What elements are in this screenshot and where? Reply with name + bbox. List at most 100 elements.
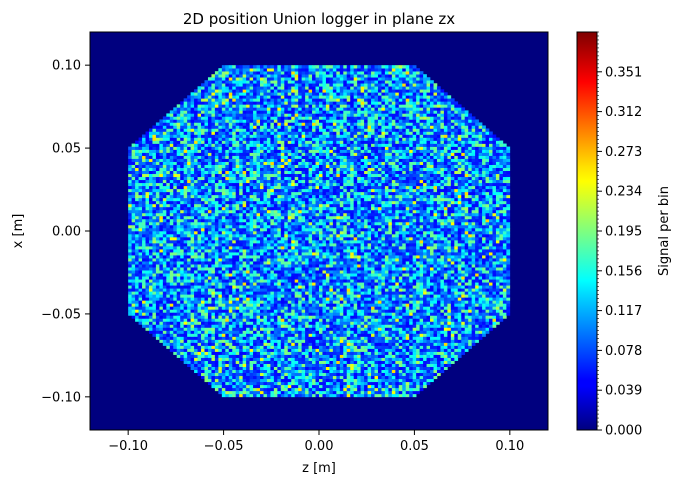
heatmap-cell	[135, 206, 139, 211]
heatmap-cell	[242, 200, 247, 205]
heatmap-cell	[270, 185, 275, 190]
heatmap-cell	[180, 333, 184, 337]
heatmap-cell	[298, 125, 302, 129]
heatmap-cell	[266, 98, 271, 102]
heatmap-cell	[280, 330, 285, 334]
heatmap-cell	[270, 276, 275, 280]
heatmap-cell	[270, 161, 275, 165]
heatmap-cell	[305, 258, 309, 262]
heatmap-cell	[280, 321, 285, 325]
heatmap-cell	[263, 65, 268, 69]
heatmap-cell	[225, 300, 230, 304]
heatmap-cell	[235, 351, 240, 355]
heatmap-cell	[249, 101, 254, 105]
heatmap-cell	[173, 249, 178, 253]
heatmap-cell	[221, 303, 226, 307]
heatmap-cell	[249, 348, 254, 352]
heatmap-cell	[204, 167, 209, 171]
heatmap-cell	[301, 71, 306, 75]
heatmap-cell	[249, 258, 254, 262]
heatmap-cell	[273, 188, 278, 193]
heatmap-cell	[277, 77, 282, 81]
heatmap-cell	[246, 92, 250, 96]
heatmap-cell	[246, 255, 250, 259]
heatmap-cell	[287, 89, 292, 93]
heatmap-cell	[301, 315, 306, 319]
heatmap-cell	[148, 231, 153, 235]
heatmap-cell	[280, 140, 285, 144]
heatmap-cell	[218, 200, 223, 205]
heatmap-cell	[308, 372, 313, 377]
heatmap-cell	[246, 273, 250, 277]
heatmap-cell	[301, 300, 306, 304]
heatmap-cell	[280, 161, 285, 165]
heatmap-cell	[305, 381, 309, 386]
heatmap-cell	[235, 71, 240, 75]
heatmap-cell	[135, 294, 139, 298]
heatmap-cell	[197, 351, 202, 355]
heatmap-cell	[176, 255, 181, 259]
heatmap-cell	[187, 104, 191, 108]
heatmap-cell	[301, 194, 306, 199]
heatmap-cell	[266, 224, 271, 229]
heatmap-cell	[207, 206, 212, 211]
heatmap-cell	[287, 188, 292, 193]
heatmap-cell	[194, 270, 198, 274]
heatmap-cell	[260, 188, 264, 193]
heatmap-cell	[287, 212, 292, 217]
heatmap-cell	[256, 246, 261, 250]
heatmap-cell	[187, 363, 191, 367]
heatmap-cell	[183, 240, 188, 244]
heatmap-cell	[152, 185, 157, 190]
heatmap-cell	[128, 167, 132, 171]
heatmap-cell	[142, 297, 146, 301]
heatmap-cell	[190, 143, 195, 147]
heatmap-cell	[190, 312, 195, 316]
heatmap-cell	[148, 303, 153, 307]
heatmap-cell	[253, 363, 257, 367]
heatmap-cell	[284, 86, 289, 90]
heatmap-cell	[287, 164, 292, 168]
heatmap-cell	[221, 321, 226, 325]
heatmap-cell	[298, 206, 302, 211]
heatmap-cell	[197, 194, 202, 199]
heatmap-cell	[176, 312, 181, 316]
heatmap-cell	[266, 95, 271, 99]
heatmap-cell	[301, 131, 306, 135]
heatmap-cell	[173, 152, 178, 156]
heatmap-cell	[211, 351, 216, 355]
heatmap-cell	[228, 360, 233, 364]
heatmap-cell	[155, 179, 160, 184]
heatmap-cell	[180, 182, 184, 187]
heatmap-cell	[142, 227, 146, 232]
heatmap-cell	[138, 185, 143, 190]
heatmap-cell	[242, 68, 247, 72]
heatmap-cell	[214, 71, 219, 75]
heatmap-cell	[207, 282, 212, 286]
heatmap-cell	[263, 279, 268, 283]
heatmap-cell	[305, 270, 309, 274]
heatmap-cell	[162, 149, 167, 153]
heatmap-cell	[301, 74, 306, 78]
heatmap-cell	[221, 146, 226, 150]
heatmap-cell	[263, 131, 268, 135]
heatmap-cell	[260, 363, 264, 367]
heatmap-cell	[190, 297, 195, 301]
heatmap-cell	[142, 137, 146, 141]
heatmap-cell	[298, 252, 302, 256]
heatmap-cell	[284, 261, 289, 265]
heatmap-cell	[273, 95, 278, 99]
heatmap-cell	[201, 185, 205, 190]
heatmap-cell	[280, 197, 285, 202]
heatmap-cell	[225, 92, 230, 96]
heatmap-cell	[176, 336, 181, 340]
heatmap-cell	[142, 321, 146, 325]
heatmap-cell	[183, 173, 188, 178]
heatmap-cell	[242, 173, 247, 178]
heatmap-cell	[183, 306, 188, 310]
heatmap-cell	[284, 179, 289, 184]
heatmap-cell	[145, 218, 150, 223]
heatmap-cell	[305, 224, 309, 229]
heatmap-cell	[249, 357, 254, 361]
heatmap-cell	[218, 327, 223, 331]
